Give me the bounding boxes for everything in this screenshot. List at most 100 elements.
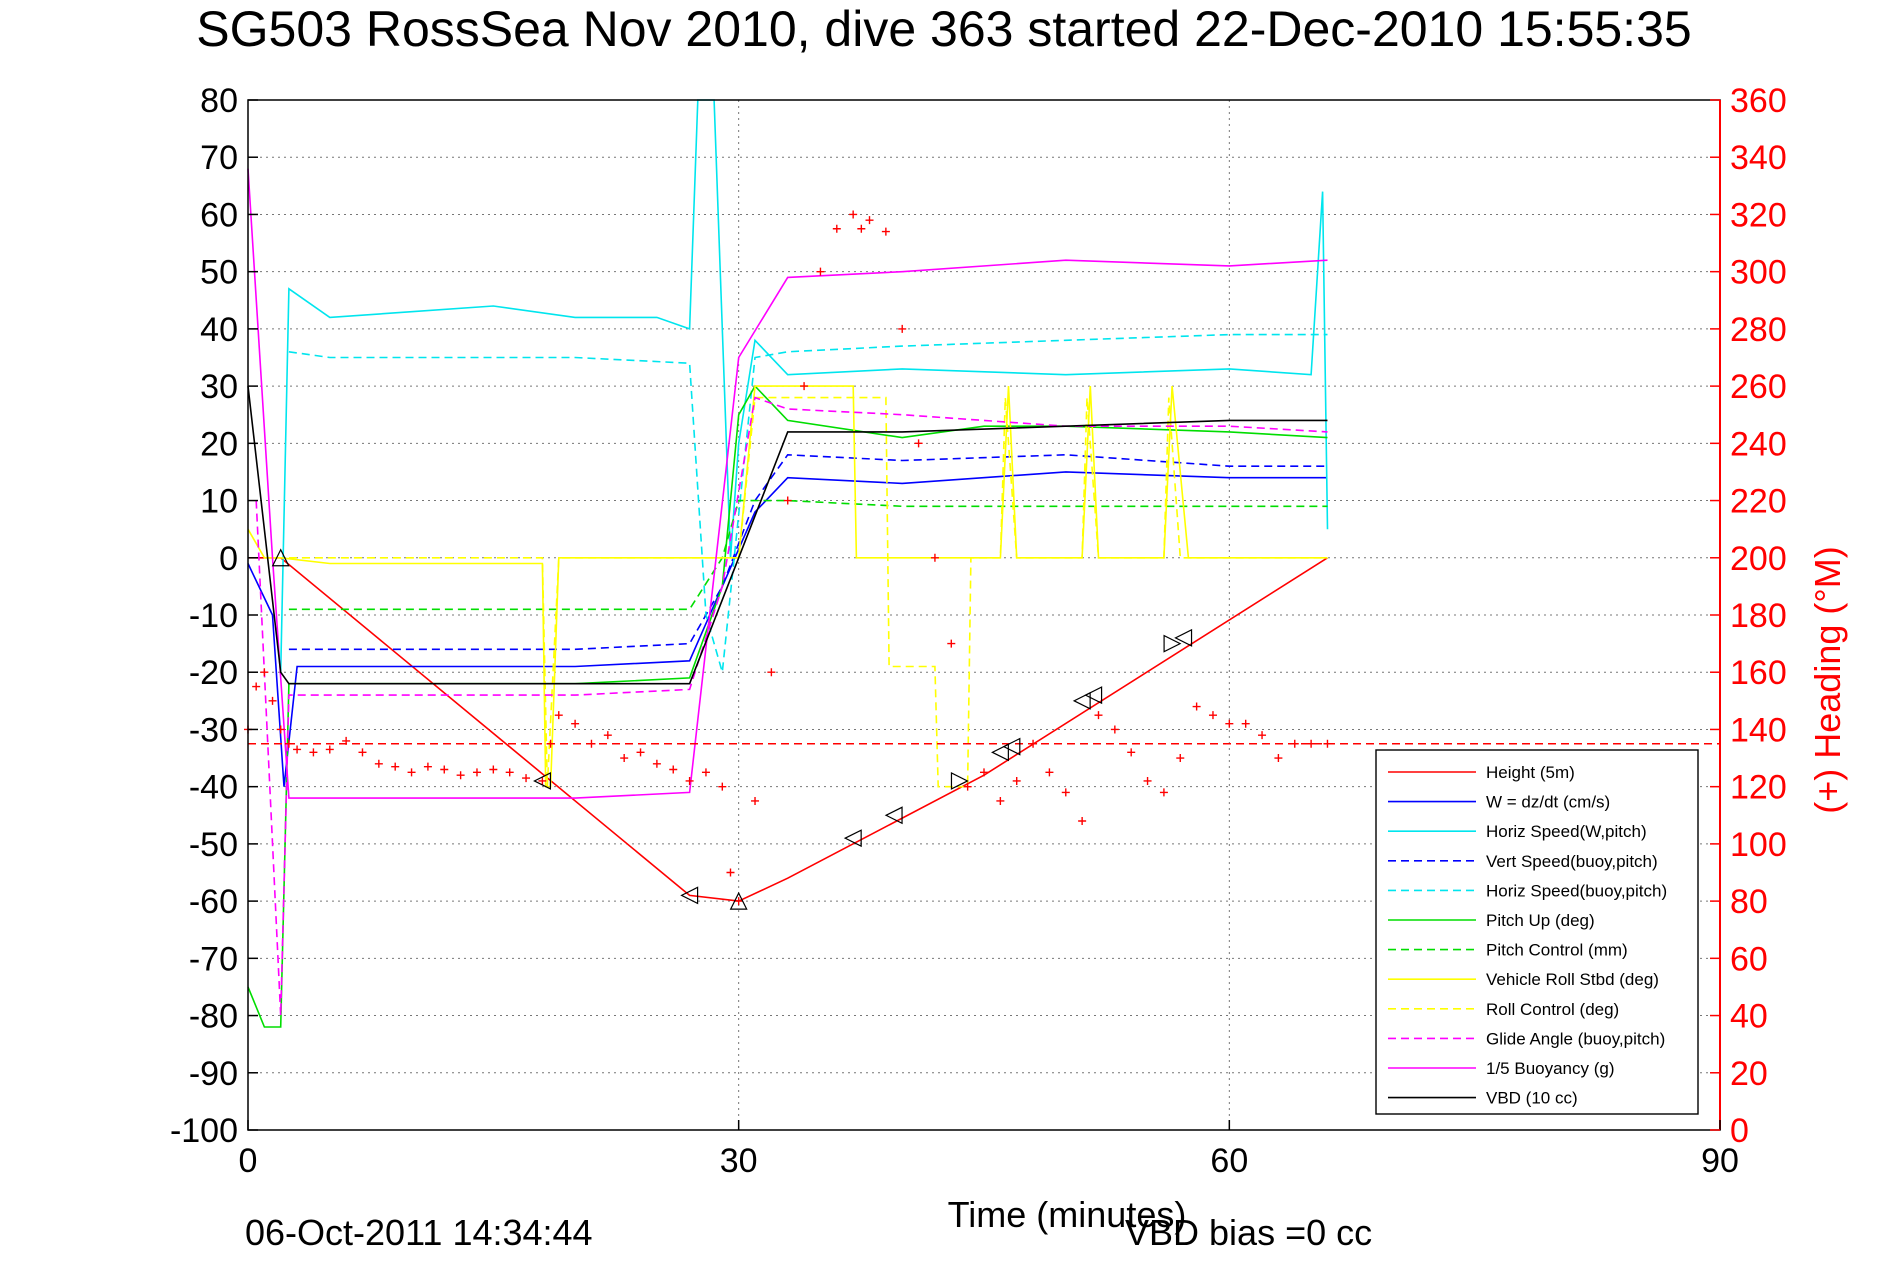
triangle-marker [950,771,969,790]
heading-point [1274,754,1283,763]
y-tick-label-left: 80 [200,82,238,120]
x-tick-label: 60 [1210,1142,1248,1180]
axes: 0 30 60 9080706050403020100-10-20-30-40-50-… [170,82,1787,1180]
heading-point [268,696,277,705]
heading-point [603,731,612,740]
y-tick-label-right: 100 [1730,826,1787,864]
legend-label: Glide Angle (buoy,pitch) [1486,1029,1665,1048]
triangle-marker [1002,737,1021,756]
y-tick-label-right: 260 [1730,368,1787,406]
heading-group [244,210,1720,906]
x-tick-label: 0 [239,1142,258,1180]
y-tick-label-left: -70 [189,940,238,978]
heading-point [1127,748,1136,757]
heading-point [980,768,988,777]
y-tick-label-left: -90 [189,1055,238,1093]
right-axis-label: (+) Heading (°M) [1807,546,1848,813]
heading-point [1307,739,1316,748]
heading-point [734,897,743,906]
heading-point [1208,711,1217,720]
heading-point [930,553,939,562]
y-tick-label-right: 40 [1730,998,1768,1036]
y-tick-label-right: 80 [1730,883,1768,921]
heading-point [1110,725,1119,734]
heading-point [1176,754,1185,763]
heading-point [783,496,792,505]
series-group [247,99,1329,1028]
legend-label: Vehicle Roll Stbd (deg) [1486,970,1659,989]
y-tick-label-right: 360 [1730,82,1787,120]
heading-point [800,382,809,391]
y-tick-label-left: 40 [200,311,238,349]
y-tick-label-right: 340 [1730,139,1787,177]
y-tick-label-right: 280 [1730,311,1787,349]
heading-point [898,324,907,333]
heading-point [996,796,1005,805]
heading-point [440,765,449,774]
heading-point [342,736,351,745]
heading-point [865,216,874,225]
series-line-roll_ctrl [288,396,1328,788]
legend-label: Pitch Up (deg) [1486,911,1595,930]
heading-point [546,739,555,748]
heading-point [849,210,858,219]
heading-point [767,668,776,677]
legend-label: Roll Control (deg) [1486,1000,1619,1019]
heading-point [1258,731,1267,740]
y-tick-label-right: 240 [1730,425,1787,463]
y-tick-label-left: -20 [189,654,238,692]
y-tick-label-right: 140 [1730,711,1787,749]
y-tick-label-right: 120 [1730,769,1787,807]
triangle-marker [1174,628,1193,647]
legend-label: 1/5 Buoyancy (g) [1486,1059,1615,1078]
triangle-marker [1163,634,1182,653]
heading-point [309,748,318,757]
y-tick-label-right: 60 [1730,940,1768,978]
y-tick-label-left: -30 [189,711,238,749]
heading-point [832,224,841,233]
heading-point [538,776,547,785]
heading-point [554,711,563,720]
heading-point [685,776,694,785]
legend-label: Pitch Control (mm) [1486,941,1628,960]
y-tick-label-left: -60 [189,883,238,921]
series-line-buoyancy [247,168,1328,799]
chart-title: SG503 RossSea Nov 2010, dive 363 started… [196,1,1691,57]
heading-point [1045,768,1054,777]
heading-point [881,227,890,236]
heading-point [701,768,710,777]
legend: Height (5m) W = dz/dt (cm/s) Horiz Speed(W… [1375,749,1699,1115]
legend-label: VBD (10 cc) [1486,1089,1578,1108]
heading-point [1323,739,1332,748]
y-tick-label-left: -50 [189,826,238,864]
heading-point [1290,739,1299,748]
heading-point [1012,776,1021,785]
heading-point [252,682,261,691]
triangle-marker [991,743,1009,762]
x-axis-label: Time (minutes) [948,1194,1187,1235]
heading-point [407,768,416,777]
heading-point [914,439,923,448]
heading-point [669,765,678,774]
triangle-marker [1072,691,1091,710]
y-tick-label-left: -10 [189,597,238,635]
heading-point [472,768,481,777]
heading-point [1241,719,1250,728]
heading-point [276,725,285,734]
triangle-marker [843,829,862,848]
heading-point [571,719,580,728]
triangle-marker [680,886,699,905]
y-tick-label-right: 200 [1730,540,1787,578]
y-tick-label-left: 10 [200,483,238,521]
heading-point [587,739,596,748]
heading-point [963,782,972,791]
y-tick-label-left: -100 [170,1112,238,1150]
heading-point [751,796,760,805]
heading-point [1029,739,1038,748]
heading-point [391,762,400,771]
y-tick-label-right: 220 [1730,483,1787,521]
heading-point [1094,711,1103,720]
heading-point [284,739,293,748]
series-line-vbd [247,386,1328,685]
